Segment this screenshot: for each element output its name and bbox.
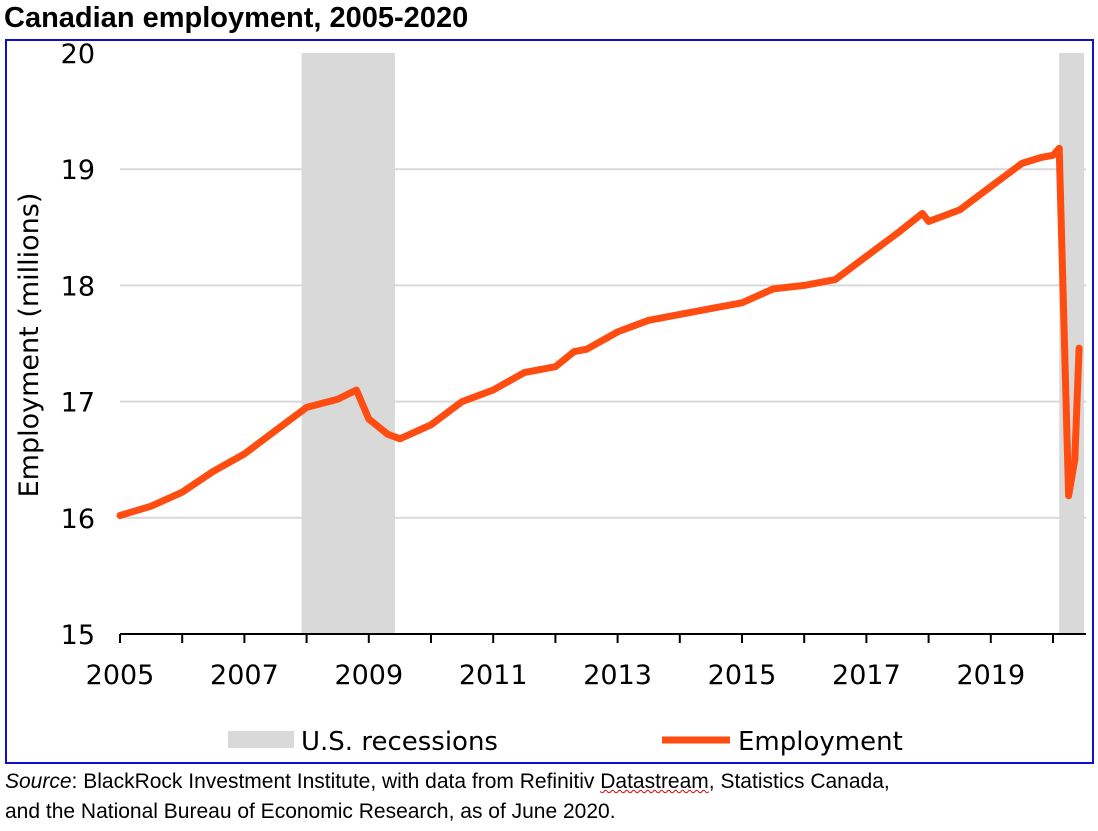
y-tick-label: 19 bbox=[61, 155, 95, 186]
y-axis-label: Employment (millions) bbox=[14, 193, 45, 498]
source-text: : BlackRock Investment Institute, with d… bbox=[71, 770, 601, 793]
chart-frame bbox=[5, 39, 1094, 764]
y-tick-label: 20 bbox=[61, 39, 95, 70]
source-underlined: Datastream bbox=[600, 770, 709, 793]
x-tick-label: 2015 bbox=[708, 660, 777, 691]
source-text2: , Statistics Canada, bbox=[708, 770, 890, 793]
x-tick-label: 2013 bbox=[583, 660, 652, 691]
y-tick-label: 16 bbox=[61, 504, 95, 535]
source-line2: and the National Bureau of Economic Rese… bbox=[5, 800, 616, 823]
x-tick-label: 2007 bbox=[210, 660, 279, 691]
x-tick-label: 2009 bbox=[334, 660, 403, 691]
x-tick-label: 2011 bbox=[459, 660, 528, 691]
x-tick-label: 2005 bbox=[86, 660, 155, 691]
employment-line bbox=[116, 144, 1083, 519]
legend-recession-label: U.S. recessions bbox=[301, 727, 498, 757]
source-note: Source: BlackRock Investment Institute, … bbox=[5, 767, 890, 827]
recession-band bbox=[301, 53, 395, 634]
y-tick-label: 15 bbox=[61, 620, 95, 651]
chart-title: Canadian employment, 2005-2020 bbox=[4, 2, 469, 34]
x-tick-label: 2019 bbox=[956, 660, 1025, 691]
source-label: Source bbox=[5, 770, 72, 793]
legend-recession-swatch bbox=[228, 731, 294, 748]
legend-employment-label: Employment bbox=[738, 727, 903, 757]
y-tick-label: 17 bbox=[61, 388, 95, 419]
x-tick-label: 2017 bbox=[832, 660, 901, 691]
y-tick-label: 18 bbox=[61, 271, 95, 302]
